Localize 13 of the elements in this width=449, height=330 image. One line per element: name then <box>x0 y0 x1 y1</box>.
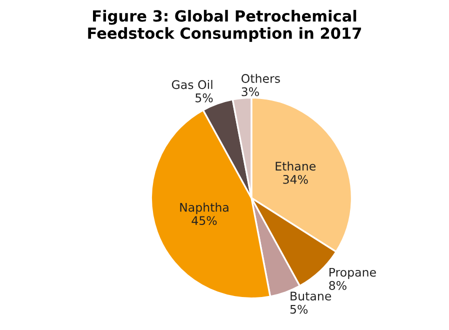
data-label: 34% <box>283 174 308 184</box>
data-label: 5% <box>290 304 308 314</box>
data-label: 8% <box>329 281 346 290</box>
slice-label: Naphtha <box>180 202 228 214</box>
slice-label: Propane <box>330 268 376 280</box>
chart-title: Figure 3: Global Petrochemical Feedstock Consumption in 2017 <box>88 10 362 42</box>
slice-label: Butane <box>290 292 332 301</box>
data-label: 5% <box>196 93 213 102</box>
slice-label: Others <box>242 74 280 83</box>
data-label: 3% <box>242 87 259 96</box>
data-label: 45% <box>192 216 217 226</box>
slice-label: Gas Oil <box>172 80 212 90</box>
slice-label: Ethane <box>276 162 316 171</box>
